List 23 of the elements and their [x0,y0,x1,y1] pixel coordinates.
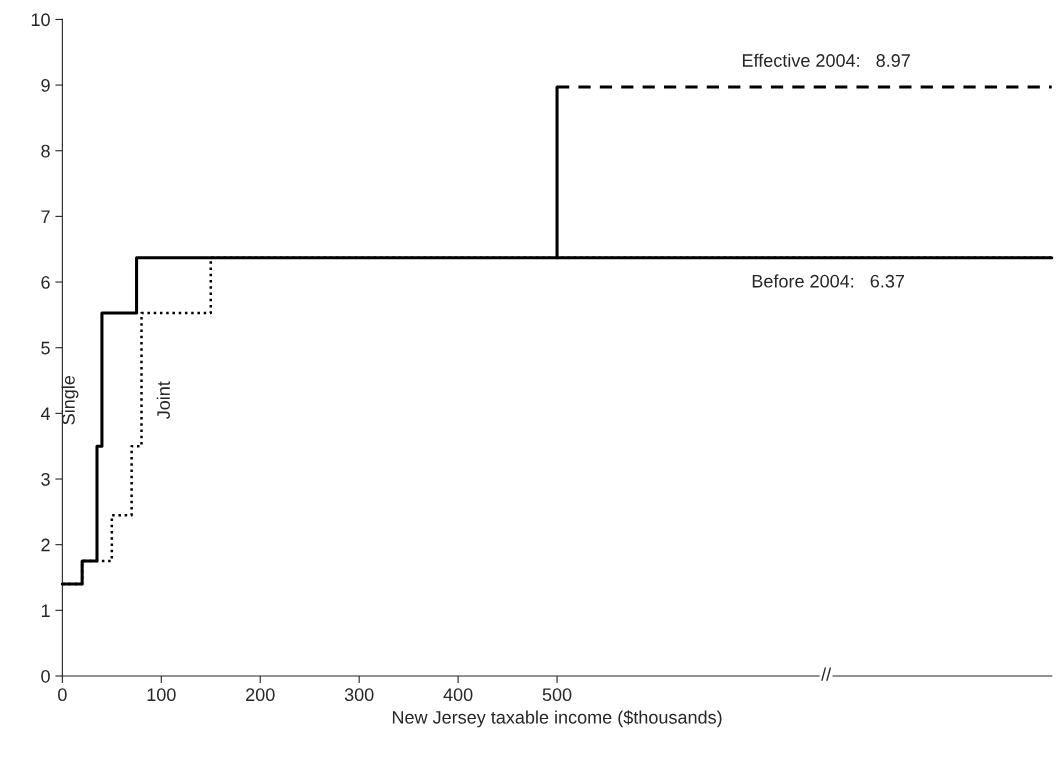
annotation: Effective 2004: 8.97 [742,53,910,67]
annotation: Before 2004: 6.37 [752,274,905,288]
y-tick-label: 6 [41,275,50,289]
y-tick-label: 3 [41,472,50,486]
y-tick-label: 2 [41,538,50,552]
annotation: // [821,667,832,681]
x-axis-title: New Jersey taxable income ($thousands) [392,710,722,728]
y-tick-label: 1 [41,604,50,617]
y-tick-label: 5 [41,341,50,355]
x-tick-label: 400 [443,688,473,702]
x-tick-label: 200 [246,688,275,702]
y-tick-label: 4 [40,407,51,420]
x-tick-label: 500 [542,688,572,702]
x-tick-label: 300 [344,688,374,702]
x-tick-label: 100 [147,688,176,702]
y-tick-label: 8 [41,144,50,158]
annotation: Single [61,375,79,425]
y-tick-label: 7 [41,210,50,223]
y-tick-label: 9 [41,79,50,92]
annotation: Joint [156,381,170,420]
y-tick-label: 0 [41,669,50,683]
y-tick-label: 10 [31,13,50,27]
x-tick-label: 0 [58,688,67,702]
